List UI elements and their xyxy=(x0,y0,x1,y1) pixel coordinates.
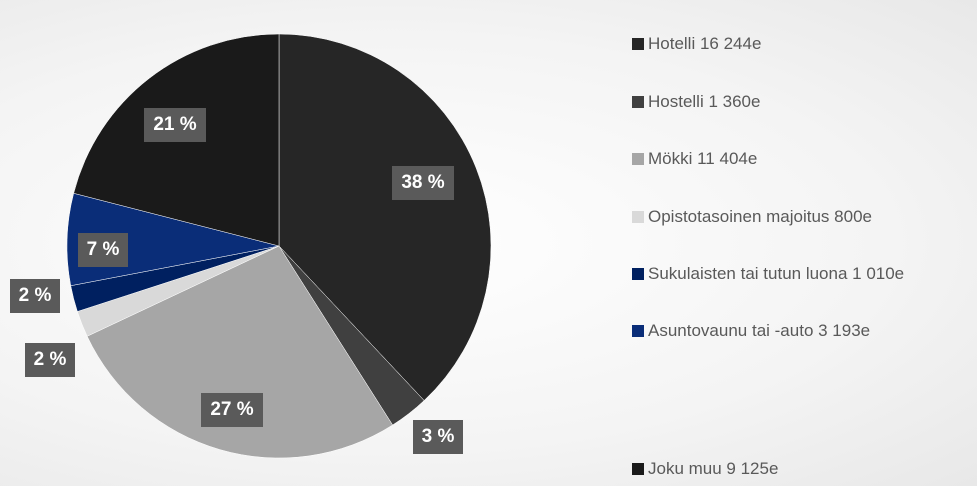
data-label: 7 % xyxy=(87,239,120,260)
data-label: 3 % xyxy=(422,426,455,447)
legend-swatch xyxy=(632,153,644,165)
legend-label: Opistotasoinen majoitus 800e xyxy=(648,207,872,226)
legend-swatch xyxy=(632,38,644,50)
legend-label: Joku muu 9 125e xyxy=(648,459,779,478)
data-label: 38 % xyxy=(401,172,444,193)
legend-swatch xyxy=(632,463,644,475)
data-label: 2 % xyxy=(34,349,67,370)
legend-label: Hostelli 1 360e xyxy=(648,92,761,111)
pie-slice xyxy=(86,245,393,459)
legend-swatch xyxy=(632,96,644,108)
legend-item: Asuntovaunu tai -auto 3 193e xyxy=(632,319,962,343)
legend-item: Sukulaisten tai tutun luona 1 010e xyxy=(632,262,962,286)
legend-item: Hostelli 1 360e xyxy=(632,90,962,114)
pie-slice xyxy=(278,33,492,401)
data-label-box xyxy=(78,233,128,267)
legend-swatch xyxy=(632,211,644,223)
data-label-box xyxy=(144,108,206,142)
data-label-box xyxy=(25,343,75,377)
data-label: 21 % xyxy=(153,114,196,135)
data-label-box xyxy=(201,393,263,427)
data-label-box xyxy=(413,420,463,454)
legend-label: Asuntovaunu tai -auto 3 193e xyxy=(648,321,871,340)
legend-label: Mökki 11 404e xyxy=(648,149,758,168)
legend-swatch xyxy=(632,325,644,337)
legend-item: Opistotasoinen majoitus 800e xyxy=(632,205,962,229)
data-label: 27 % xyxy=(210,399,253,420)
data-label: 2 % xyxy=(19,285,52,306)
legend-item: Hotelli 16 244e xyxy=(632,32,962,56)
data-label-box xyxy=(392,166,454,200)
data-label-box xyxy=(10,279,60,313)
legend-item: Joku muu 9 125e xyxy=(632,457,962,481)
legend-label: Hotelli 16 244e xyxy=(648,34,762,53)
legend-swatch xyxy=(632,268,644,280)
legend-label: Sukulaisten tai tutun luona 1 010e xyxy=(648,264,905,283)
legend-item: Mökki 11 404e xyxy=(632,147,962,171)
